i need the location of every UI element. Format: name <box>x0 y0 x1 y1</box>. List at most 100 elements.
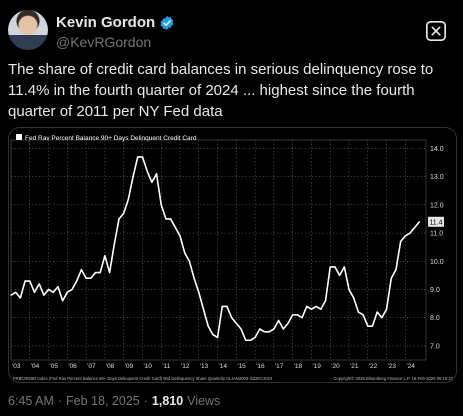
data-point <box>287 322 289 324</box>
grok-icon[interactable] <box>425 20 447 42</box>
y-tick-label: 13.0 <box>430 174 444 181</box>
tweet-text: The share of credit card balances in ser… <box>8 61 434 120</box>
x-tick-label: '13 <box>200 363 209 370</box>
data-point <box>409 232 411 234</box>
data-point <box>193 277 195 279</box>
data-point <box>66 291 68 293</box>
x-tick-label: '20 <box>331 363 340 370</box>
last-value-badge: 11.4 <box>428 216 444 227</box>
author-handle[interactable]: @KevRGordon <box>56 34 152 50</box>
x-tick-label: '10 <box>143 363 152 370</box>
tweet-header: Kevin Gordon @KevRGordon <box>8 10 455 54</box>
x-tick-label: '07 <box>87 363 96 370</box>
y-tick-label: 8.0 <box>430 315 440 322</box>
data-point <box>249 339 252 341</box>
data-point <box>357 311 359 313</box>
data-point <box>216 336 219 339</box>
data-point <box>19 297 21 299</box>
data-point <box>202 308 205 310</box>
x-tick-label: '11 <box>162 363 170 370</box>
data-point <box>231 317 233 319</box>
author-display-name[interactable]: Kevin Gordon <box>56 14 156 31</box>
data-point <box>221 305 223 308</box>
x-tick-label: '19 <box>312 363 321 370</box>
x-tick-label: '12 <box>181 363 190 370</box>
data-point <box>395 269 397 271</box>
y-tick-label: 7.0 <box>430 343 440 350</box>
y-tick-label: 12.0 <box>430 202 444 209</box>
data-point <box>184 252 186 254</box>
x-tick-label: '09 <box>125 363 134 370</box>
x-tick-label: '23 <box>388 363 397 370</box>
x-tick-label: '22 <box>369 363 378 370</box>
plot-frame <box>10 139 427 361</box>
data-point <box>198 291 200 293</box>
data-point <box>76 280 78 282</box>
data-point <box>315 305 317 308</box>
x-tick-label: '14 <box>219 363 228 370</box>
x-tick-label: '03 <box>12 363 21 370</box>
data-point <box>400 240 402 243</box>
data-point <box>414 226 416 229</box>
chart-image[interactable]: 7.0 8.0 9.0 10.0 11.0 12.0 13.0 14.0 '03'04'05 '… <box>8 127 457 383</box>
data-point <box>57 286 59 288</box>
data-point <box>170 218 172 220</box>
x-tick-label: '08 <box>106 363 115 370</box>
data-point <box>151 181 153 183</box>
meta-separator: · <box>57 394 63 408</box>
data-point <box>263 331 266 333</box>
data-point <box>99 271 101 274</box>
data-point <box>165 218 167 220</box>
x-axis-ticks: '03 '04 '05 '06 '07 '08 '09 '10 '11 '12 '13 '14 '15 '… <box>12 363 415 370</box>
delinquency-line-chart: 7.08.09.010.011.012.013.014.0 '03'04'05 '… <box>9 128 456 382</box>
data-point <box>259 328 261 330</box>
data-point <box>324 300 327 302</box>
data-point <box>310 308 313 310</box>
data-point <box>301 317 303 319</box>
data-point <box>240 328 242 330</box>
data-point <box>179 235 181 237</box>
data-point <box>367 325 369 327</box>
last-value-badge-bg <box>428 216 444 227</box>
data-point <box>334 266 336 268</box>
views-count[interactable]: 1,810 <box>151 394 184 408</box>
data-point <box>207 325 209 327</box>
data-point <box>188 260 190 262</box>
series-line <box>10 156 421 342</box>
data-point <box>43 294 45 296</box>
data-point <box>212 334 214 336</box>
avatar[interactable] <box>8 10 48 50</box>
data-point <box>320 308 322 310</box>
data-point <box>235 322 237 324</box>
data-point <box>160 204 162 206</box>
data-point <box>52 291 54 293</box>
data-point <box>104 255 106 257</box>
data-point <box>15 291 17 293</box>
data-point <box>108 271 111 274</box>
data-point <box>381 317 383 319</box>
chart-legend: Fed Rav Percent Balance 90+ Days Delinqu… <box>16 134 197 142</box>
data-point <box>353 297 355 299</box>
data-point <box>277 319 280 322</box>
y-tick-label: 14.0 <box>430 146 444 153</box>
data-point <box>339 274 341 276</box>
legend-swatch <box>16 134 22 140</box>
x-tick-label: '16 <box>256 363 265 370</box>
series-points <box>10 156 421 341</box>
data-point <box>282 328 284 330</box>
data-point <box>90 277 92 279</box>
verified-badge-icon <box>160 15 174 30</box>
data-point <box>376 311 378 313</box>
data-point <box>226 305 228 308</box>
tweet-date[interactable]: Feb 18, 2025 <box>66 394 140 408</box>
data-point <box>390 277 392 279</box>
data-point <box>38 283 40 285</box>
y-tick-label: 11.0 <box>430 231 443 238</box>
data-point <box>10 294 12 296</box>
tweet-time[interactable]: 6:45 AM <box>8 394 54 408</box>
x-tick-label: '17 <box>275 363 284 370</box>
x-tick-label: '04 <box>31 363 40 370</box>
data-point <box>371 325 374 327</box>
y-tick-label: 9.0 <box>430 287 440 294</box>
data-point <box>113 243 115 245</box>
